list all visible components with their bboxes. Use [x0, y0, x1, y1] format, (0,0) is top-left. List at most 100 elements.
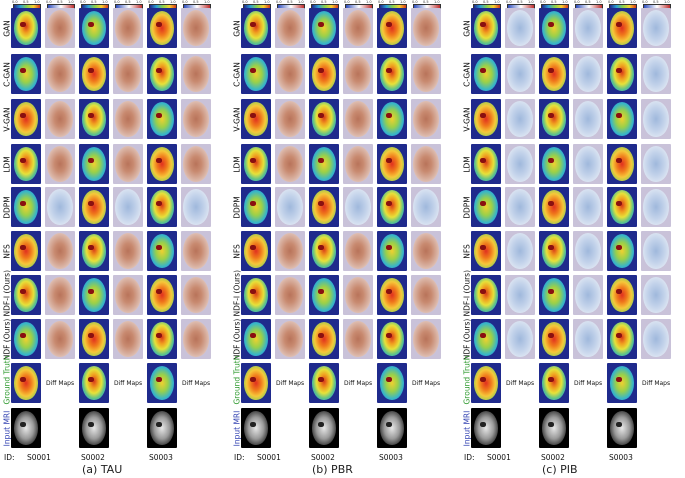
- brain-image: [507, 189, 533, 225]
- pet-slice: [147, 319, 177, 359]
- mri-slice: [377, 408, 407, 448]
- diff-map: [411, 54, 441, 94]
- pet-slice: [147, 363, 177, 403]
- pet-slice: [147, 99, 177, 139]
- diff-map: [505, 231, 535, 271]
- brain-core: [386, 68, 392, 73]
- colorbar-tick: 0.5: [517, 0, 523, 4]
- panel-3: 0.0 0.5 1.0 0.0 0.5 1.0 0.0 0.5 1.0 0.0 0.5 1.0 0.0 0…: [462, 0, 684, 478]
- brain-core: [88, 68, 94, 73]
- brain-image: [345, 189, 371, 225]
- colorbar-tick: 0.0: [412, 0, 418, 4]
- pet-slice: [79, 54, 109, 94]
- brain-core: [548, 201, 554, 206]
- pet-slice: [607, 275, 637, 315]
- diff-map: [181, 144, 211, 184]
- pet-slice: [607, 144, 637, 184]
- brain-core: [20, 333, 26, 338]
- pet-slice: [309, 319, 339, 359]
- brain-core: [88, 422, 94, 427]
- diff-map: [411, 187, 441, 227]
- colorbar-tick: 1.0: [34, 0, 40, 4]
- pet-slice: [309, 187, 339, 227]
- pet-slice: [607, 319, 637, 359]
- brain-core: [616, 68, 622, 73]
- diff-map: [641, 319, 671, 359]
- brain-image: [115, 10, 141, 46]
- brain-image: [643, 233, 669, 269]
- brain-image: [610, 278, 634, 312]
- colorbar-tick: 1.0: [68, 0, 74, 4]
- diff-map: [505, 8, 535, 48]
- colorbar-tick: 0.0: [472, 0, 478, 4]
- diff-map: [411, 231, 441, 271]
- brain-core: [318, 113, 324, 118]
- brain-image: [312, 57, 336, 91]
- pet-slice: [309, 275, 339, 315]
- diff-map: [641, 231, 671, 271]
- brain-image: [312, 411, 336, 445]
- diff-map: [45, 187, 75, 227]
- diff-map: [343, 187, 373, 227]
- brain-image: [47, 321, 73, 357]
- diff-maps-label: Diff Maps: [182, 380, 211, 387]
- brain-image: [507, 277, 533, 313]
- pet-slice: [539, 363, 569, 403]
- diff-map: [641, 275, 671, 315]
- diff-map: [45, 319, 75, 359]
- brain-image: [82, 322, 106, 356]
- pet-slice: [377, 54, 407, 94]
- brain-image: [14, 147, 38, 181]
- brain-image: [380, 278, 404, 312]
- pet-slice: [11, 54, 41, 94]
- diff-map: [45, 99, 75, 139]
- brain-image: [183, 277, 209, 313]
- brain-image: [150, 11, 174, 45]
- diff-map: [505, 99, 535, 139]
- brain-image: [14, 190, 38, 224]
- brain-core: [616, 377, 622, 382]
- brain-core: [250, 422, 256, 427]
- diff-map: [275, 8, 305, 48]
- diff-map: [343, 8, 373, 48]
- brain-core: [318, 158, 324, 163]
- pet-slice: [11, 8, 41, 48]
- colorbar-tick: 0.5: [159, 0, 165, 4]
- brain-image: [277, 277, 303, 313]
- brain-core: [548, 158, 554, 163]
- brain-core: [616, 422, 622, 427]
- brain-core: [20, 245, 26, 250]
- brain-image: [115, 233, 141, 269]
- pet-slice: [241, 319, 271, 359]
- brain-core: [318, 289, 324, 294]
- pet-slice: [539, 319, 569, 359]
- pet-slice: [11, 99, 41, 139]
- brain-core: [548, 113, 554, 118]
- brain-image: [244, 57, 268, 91]
- pet-slice: [241, 144, 271, 184]
- brain-core: [548, 22, 554, 27]
- colorbar-tick: 1.0: [366, 0, 372, 4]
- brain-image: [380, 102, 404, 136]
- pet-slice: [309, 363, 339, 403]
- brain-image: [183, 101, 209, 137]
- brain-core: [88, 333, 94, 338]
- brain-image: [345, 10, 371, 46]
- brain-core: [250, 201, 256, 206]
- brain-image: [542, 366, 566, 400]
- pet-slice: [539, 8, 569, 48]
- brain-core: [156, 22, 162, 27]
- brain-image: [14, 411, 38, 445]
- brain-image: [643, 189, 669, 225]
- brain-image: [542, 11, 566, 45]
- brain-image: [82, 147, 106, 181]
- subject-id: S0001: [257, 453, 281, 462]
- diff-map: [573, 144, 603, 184]
- mri-slice: [241, 408, 271, 448]
- diff-map: [641, 8, 671, 48]
- colorbar-tick: 0.0: [378, 0, 384, 4]
- brain-core: [20, 377, 26, 382]
- brain-image: [507, 101, 533, 137]
- brain-core: [480, 158, 486, 163]
- brain-image: [643, 277, 669, 313]
